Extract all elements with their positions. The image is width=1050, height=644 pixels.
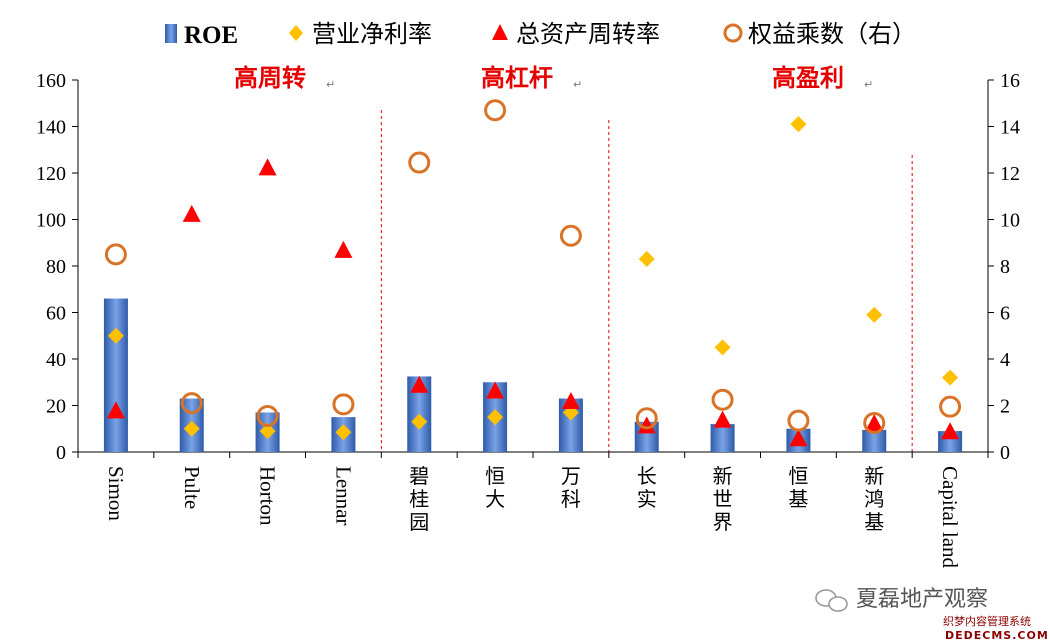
roe-bar xyxy=(103,298,128,452)
legend-circle-label: 权益乘数（右） xyxy=(748,20,916,48)
legend-circle-icon xyxy=(723,23,743,43)
legend: ROE 营业净利率 总资产周转率 权益乘数（右） xyxy=(165,20,916,49)
equity-multiplier-circle xyxy=(635,407,658,430)
legend-triangle-label: 总资产周转率 xyxy=(516,20,660,48)
legend-diamond-label: 营业净利率 xyxy=(312,20,432,48)
asset-turnover-triangle xyxy=(789,429,808,447)
left-tick-label: 40 xyxy=(46,349,66,371)
asset-turnover-triangle xyxy=(865,414,884,432)
net-margin-diamond xyxy=(638,251,655,268)
equity-multiplier-circle xyxy=(939,395,962,418)
legend-roe-swatch xyxy=(165,24,177,43)
equity-multiplier-circle xyxy=(104,243,127,266)
roe-bar xyxy=(862,429,887,452)
equity-multiplier-circle xyxy=(711,388,734,411)
left-tick-label: 80 xyxy=(46,256,66,278)
category-label: 碧桂园 xyxy=(409,464,429,534)
net-margin-diamond xyxy=(183,420,200,437)
asset-turnover-triangle xyxy=(182,204,201,222)
net-margin-diamond xyxy=(487,409,504,426)
equity-multiplier-circle xyxy=(408,151,431,174)
right-tick-label: 14 xyxy=(1000,117,1020,139)
asset-turnover-triangle xyxy=(106,401,125,419)
equity-multiplier-circle xyxy=(787,409,810,432)
category-label: Pulte xyxy=(180,466,204,509)
roe-bar xyxy=(710,424,735,452)
legend-triangle-icon xyxy=(492,24,508,40)
asset-turnover-triangle xyxy=(258,158,277,176)
roe-bars xyxy=(103,298,963,452)
category-label: Lennar xyxy=(331,466,355,525)
right-tick-label: 6 xyxy=(1000,303,1010,325)
category-label: 新世界 xyxy=(713,464,733,534)
category-label: 恒大 xyxy=(485,464,505,511)
left-tick-label: 120 xyxy=(36,163,66,185)
asset-turnover-triangle xyxy=(334,240,353,258)
right-tick-label: 8 xyxy=(1000,256,1010,278)
group-label-high-profit: 高盈利 xyxy=(772,63,844,92)
left-tick-label: 20 xyxy=(46,396,66,418)
watermark-url: DEDECMS.COM xyxy=(945,629,1049,642)
watermark: 夏磊地产观察 织梦内容管理系统 DEDECMS.COM xyxy=(815,587,1049,642)
asset-turnover-triangle xyxy=(637,416,656,434)
net-margin-diamond xyxy=(411,413,428,430)
equity-multiplier-circle xyxy=(559,224,582,247)
category-label: 恒基 xyxy=(788,464,808,511)
equity-multiplier-circle xyxy=(484,99,507,122)
category-label: 长实 xyxy=(637,464,657,511)
asset-turnover-triangle xyxy=(713,410,732,428)
asset-turnover-triangle xyxy=(410,375,429,393)
category-label: 新鸿基 xyxy=(864,464,884,534)
category-label: Simon xyxy=(104,466,128,521)
right-tick-label: 10 xyxy=(1000,210,1020,232)
paragraph-mark-2: ↵ xyxy=(573,78,582,91)
net-margin-diamond xyxy=(335,424,352,441)
right-tick-label: 12 xyxy=(1000,163,1020,185)
paragraph-mark-1: ↵ xyxy=(326,78,335,91)
watermark-site: 织梦内容管理系统 xyxy=(943,614,1031,628)
left-tick-label: 160 xyxy=(36,70,66,92)
right-tick-label: 0 xyxy=(1000,442,1010,464)
category-labels: Simon Pulte Horton Lennar 碧桂园 恒大 万科 长实 新世界 恒基 新鸿基 C… xyxy=(104,464,962,569)
group-dividers xyxy=(380,110,913,452)
left-tick-label: 0 xyxy=(56,442,66,464)
right-tick-label: 4 xyxy=(1000,349,1010,371)
wechat-icon xyxy=(815,589,848,612)
asset-turnover-triangle xyxy=(486,381,505,399)
asset-turnover-triangle xyxy=(941,422,960,440)
equity-multiplier-circle xyxy=(256,404,279,427)
left-tick-label: 140 xyxy=(36,117,66,139)
equity-multiplier-circle xyxy=(332,393,355,416)
category-label: 万科 xyxy=(561,464,581,511)
markers xyxy=(104,99,962,447)
category-label: Horton xyxy=(256,466,280,526)
equity-multiplier-circle xyxy=(863,411,886,434)
watermark-site-bg xyxy=(938,612,1048,642)
net-margin-diamond xyxy=(259,423,276,440)
right-tick-label: 2 xyxy=(1000,396,1010,418)
left-tick-label: 100 xyxy=(36,210,66,232)
equity-multiplier-circle xyxy=(180,392,203,415)
legend-diamond-icon xyxy=(289,25,303,41)
net-margin-diamond xyxy=(107,327,124,344)
right-tick-label: 16 xyxy=(1000,70,1020,92)
net-margin-diamond xyxy=(942,369,959,386)
net-margin-diamond xyxy=(866,306,883,323)
legend-roe-label: ROE xyxy=(184,22,238,49)
net-margin-diamond xyxy=(714,339,731,356)
group-labels: 高周转 高杠杆 高盈利 ↵ ↵ ↵ xyxy=(234,63,873,92)
axes: 0 20 40 60 80 100 120 140 160 0 2 4 6 8 10 12 14 16 xyxy=(36,70,1020,464)
left-tick-label: 60 xyxy=(46,303,66,325)
net-margin-diamond xyxy=(790,116,807,133)
group-label-high-turnover: 高周转 xyxy=(234,63,306,92)
asset-turnover-triangle xyxy=(561,392,580,410)
watermark-text: 夏磊地产观察 xyxy=(856,587,988,612)
group-label-high-leverage: 高杠杆 xyxy=(481,63,553,92)
paragraph-mark-3: ↵ xyxy=(864,78,873,91)
category-label: Capital land xyxy=(938,466,962,569)
